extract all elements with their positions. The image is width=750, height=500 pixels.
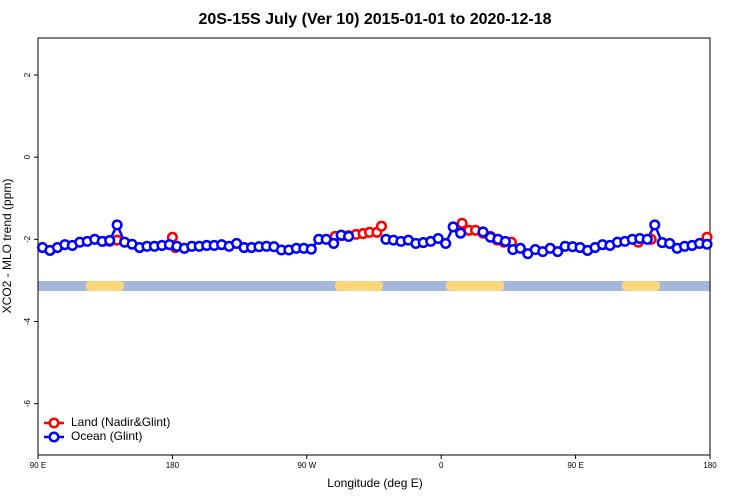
data-point xyxy=(514,242,526,254)
legend-label: Ocean (Glint) xyxy=(71,429,142,443)
y-tick-label: 2 xyxy=(23,72,32,77)
data-point xyxy=(456,217,468,229)
x-tick-label: 0 xyxy=(439,461,444,470)
data-point xyxy=(649,219,661,231)
y-tick-label: 0 xyxy=(23,154,32,159)
land-band xyxy=(622,281,660,291)
land-band xyxy=(335,281,383,291)
x-tick-label: 90 W xyxy=(297,461,316,470)
data-point xyxy=(432,232,444,245)
data-point xyxy=(440,237,452,249)
data-point xyxy=(499,235,511,247)
land-band xyxy=(446,281,504,291)
data-point xyxy=(641,233,653,245)
data-point xyxy=(477,226,489,238)
x-tick-label: 180 xyxy=(166,461,180,470)
x-tick-label: 90 E xyxy=(30,461,46,470)
data-point xyxy=(701,238,713,250)
land-band xyxy=(86,281,124,291)
y-axis-label: XCO2 - MLO trend (ppm) xyxy=(0,179,14,314)
surface-band xyxy=(38,281,710,291)
x-axis-label: Longitude (deg E) xyxy=(327,476,422,490)
data-point xyxy=(343,230,355,242)
data-point xyxy=(375,220,388,232)
y-tick-label: -4 xyxy=(23,317,32,325)
data-point xyxy=(552,246,564,258)
data-point xyxy=(104,234,116,247)
legend-marker xyxy=(48,417,60,429)
data-point xyxy=(328,237,340,249)
data-point xyxy=(455,227,467,239)
legend-label: Land (Nadir&Glint) xyxy=(71,415,170,429)
data-point xyxy=(664,237,676,249)
data-point xyxy=(305,243,317,255)
legend-marker xyxy=(48,431,60,443)
data-point xyxy=(111,219,123,231)
data-point xyxy=(447,221,459,233)
y-tick-label: -6 xyxy=(23,400,32,408)
x-tick-label: 90 E xyxy=(567,461,583,470)
chart-title: 20S-15S July (Ver 10) 2015-01-01 to 2020… xyxy=(198,11,551,28)
x-tick-label: 180 xyxy=(703,461,717,470)
y-tick-label: -2 xyxy=(23,235,32,243)
